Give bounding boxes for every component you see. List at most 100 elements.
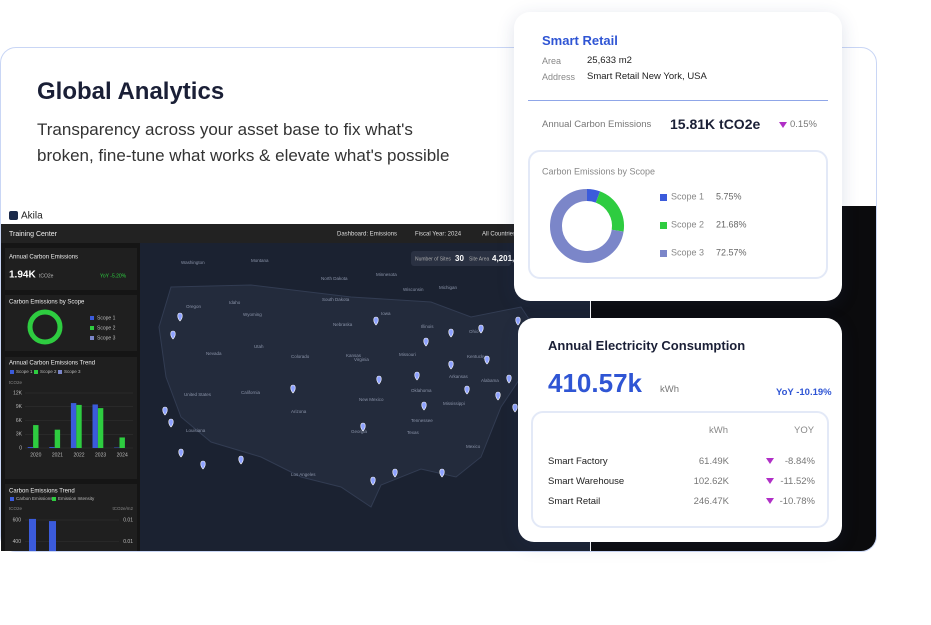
map-label: Arizona (291, 409, 307, 414)
map-label: Louisiana (186, 428, 206, 433)
map-pin (512, 403, 518, 413)
map-label: Arkansas (449, 374, 469, 379)
filter: Fiscal Year: 2024 (415, 232, 462, 238)
donut-segment (595, 191, 624, 232)
legend-label: Scope 2 (671, 219, 704, 229)
sites-box (411, 251, 511, 266)
bar (49, 521, 56, 551)
chart-title: Carbon Emissions by Scope (542, 166, 655, 176)
card-title: Annual Carbon Emissions Trend (9, 361, 95, 367)
hero-subtitle: broken, fine-tune what works & elevate w… (37, 146, 450, 165)
row-kwh: 246.47K (693, 496, 729, 507)
top-bar (1, 207, 590, 224)
map-pin (484, 355, 490, 365)
y-tick-label: 600 (13, 517, 22, 523)
legend-label: Scope 1 (671, 191, 704, 201)
map-label: Oklahoma (411, 388, 432, 393)
emissions-change: 0.15% (790, 119, 817, 130)
legend-label: Carbon Emissions (16, 496, 53, 501)
map-pin (170, 330, 176, 340)
area-label: Site Area (469, 256, 490, 262)
map-label: Kentucky (467, 354, 486, 359)
row-yoy: -11.52% (780, 476, 815, 487)
emissions-label: Annual Carbon Emissions (542, 119, 652, 130)
map-label: Nevada (206, 351, 222, 356)
bar (119, 437, 125, 448)
map-label: Iowa (381, 311, 391, 316)
logo (9, 211, 18, 220)
map-label: Texas (407, 430, 420, 435)
kpi-yoy: YoY -10.19% (776, 387, 832, 398)
map-pin (421, 401, 427, 411)
kpi-value: 1.94K (9, 270, 36, 281)
filter: All Countries (482, 232, 516, 238)
map-label: Virginia (354, 357, 369, 362)
map-pin (370, 476, 376, 486)
bar (76, 404, 82, 448)
area-value: 4,201, (492, 254, 514, 263)
map-label: Mexico (466, 444, 481, 449)
nav-bar (1, 224, 590, 243)
axis-label: tCO2e (9, 380, 23, 385)
y-tick-label: 6K (16, 418, 23, 424)
map-label: Wyoming (243, 312, 262, 317)
card-title: Smart Retail (542, 33, 618, 48)
map-pin (448, 328, 454, 338)
legend-swatch (58, 370, 62, 374)
row-name: Smart Retail (548, 496, 601, 507)
map-pin (448, 360, 454, 370)
map-pin (414, 371, 420, 381)
map-label: Missouri (399, 352, 416, 357)
bar (29, 518, 36, 551)
map-label: Georgia (351, 429, 368, 434)
map-label: Washington (181, 260, 205, 265)
y2-tick-label: 0.01 (123, 517, 133, 523)
map-label: California (241, 390, 261, 395)
map-pin (177, 312, 183, 322)
bar (27, 447, 34, 448)
map-label: United States (184, 392, 212, 397)
y-tick-label: 400 (13, 539, 22, 545)
y-tick-label: 12K (13, 390, 23, 396)
map-label: South Dakota (322, 297, 350, 302)
map-pin (360, 422, 366, 432)
electricity-card: Annual Electricity Consumption 410.57k k… (518, 318, 842, 542)
map-pin (168, 418, 174, 428)
legend-swatch (90, 326, 94, 330)
axis-label: tCO2e (9, 506, 23, 511)
legend-swatch (10, 370, 14, 374)
y-tick-label: 3K (16, 432, 23, 438)
legend-swatch (660, 194, 667, 201)
bar (70, 403, 77, 448)
map-label: Utah (254, 344, 264, 349)
x-tick-label: 2022 (73, 452, 84, 458)
bar (92, 404, 98, 448)
row-yoy: -10.78% (779, 496, 815, 507)
field-label: Address (542, 72, 576, 82)
legend-swatch (90, 316, 94, 320)
map-label: Mississippi (443, 401, 465, 406)
bar (49, 447, 55, 448)
y-tick-label: 9K (16, 404, 23, 410)
map-label: Wisconsin (403, 287, 424, 292)
legend-label: Scope 3 (671, 247, 704, 257)
map-label: Michigan (439, 285, 458, 290)
row-name: Smart Warehouse (548, 476, 625, 487)
map-pin (392, 468, 398, 478)
map-label: Ohio (469, 329, 479, 334)
kpi-unit: tCO2e (39, 273, 54, 279)
bar (33, 425, 39, 448)
axis-label: tCO2e/m2 (112, 506, 133, 511)
card (5, 295, 137, 351)
mini-donut (27, 309, 63, 345)
map-label: Alabama (481, 378, 499, 383)
map-pin (376, 375, 382, 385)
legend-label: Scope 2 (40, 369, 57, 374)
nav-title: Training Center (9, 231, 58, 238)
map-label: Tennessee (411, 418, 433, 423)
legend-swatch (34, 370, 38, 374)
row-arrow (766, 498, 774, 504)
table-header: kWh (709, 425, 728, 436)
emissions-value: 15.81K tCO2e (670, 116, 761, 132)
